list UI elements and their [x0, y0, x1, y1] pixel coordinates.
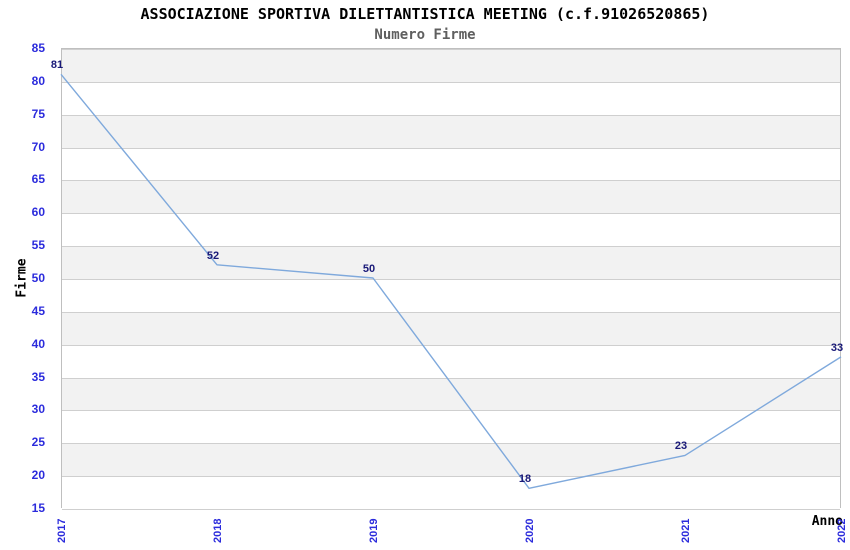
plot-band	[62, 81, 840, 115]
x-tick-label: 2020	[524, 518, 536, 543]
y-tick-label: 55	[31, 238, 45, 253]
y-tick-label: 50	[31, 271, 45, 285]
point-label: 18	[518, 473, 532, 486]
plot-band	[62, 114, 840, 148]
y-tick-label: 65	[31, 172, 45, 187]
y-tick-label: 75	[31, 106, 45, 121]
chart-title: ASSOCIAZIONE SPORTIVA DILETTANTISTICA ME…	[140, 5, 710, 23]
x-tick-label: 2021	[680, 518, 692, 543]
plot-band	[62, 279, 840, 312]
x-tick-label: 2019	[368, 518, 380, 543]
gridline	[62, 344, 840, 346]
gridline	[62, 180, 840, 182]
plot-band	[62, 443, 840, 477]
gridline	[62, 377, 840, 379]
y-tick-label: 15	[31, 501, 45, 515]
plot-band	[62, 213, 840, 247]
gridline	[62, 443, 840, 445]
data-line	[60, 73, 842, 489]
y-tick-label: 35	[31, 369, 45, 384]
plot-band	[62, 180, 840, 214]
y-tick-label: 25	[31, 435, 45, 450]
plot-band	[62, 476, 840, 509]
y-tick-label: 85	[31, 41, 45, 55]
point-label: 33	[830, 341, 844, 354]
point-label: 52	[206, 249, 220, 262]
point-label: 50	[362, 263, 376, 275]
x-tick-label: 2018	[212, 518, 224, 543]
gridline	[62, 279, 840, 280]
point-label: 23	[674, 440, 688, 453]
x-tick-label: 2022	[836, 518, 848, 543]
gridline	[62, 246, 840, 248]
plot-area: 81 52 50 18 23 33	[51, 48, 844, 510]
plot-band	[62, 147, 840, 181]
y-tick-label: 30	[31, 402, 45, 417]
gridline	[62, 476, 840, 478]
gridline	[62, 213, 840, 215]
data-line-svg	[60, 73, 842, 489]
point-label: 81	[50, 59, 64, 72]
y-tick-label: 70	[31, 139, 45, 154]
plot-band	[62, 49, 840, 82]
plot-band	[62, 311, 840, 345]
plot-band	[62, 246, 840, 279]
gridline	[62, 147, 840, 149]
y-tick-label: 45	[31, 303, 45, 318]
x-axis-label: Anno	[811, 514, 843, 529]
plot-band	[62, 344, 840, 378]
gridline	[62, 410, 840, 412]
gridline	[62, 114, 840, 116]
y-tick-label: 40	[31, 336, 45, 351]
y-tick-label: 20	[31, 468, 45, 483]
plot-band	[62, 410, 840, 444]
gridline	[62, 311, 840, 313]
y-tick-label: 60	[31, 205, 45, 220]
y-tick-label: 80	[31, 73, 45, 88]
x-tick-label: 2017	[56, 518, 68, 543]
gridline	[62, 509, 840, 510]
gridline	[62, 49, 840, 50]
chart-subtitle: Numero Firme	[374, 27, 476, 43]
gridline	[62, 81, 840, 83]
